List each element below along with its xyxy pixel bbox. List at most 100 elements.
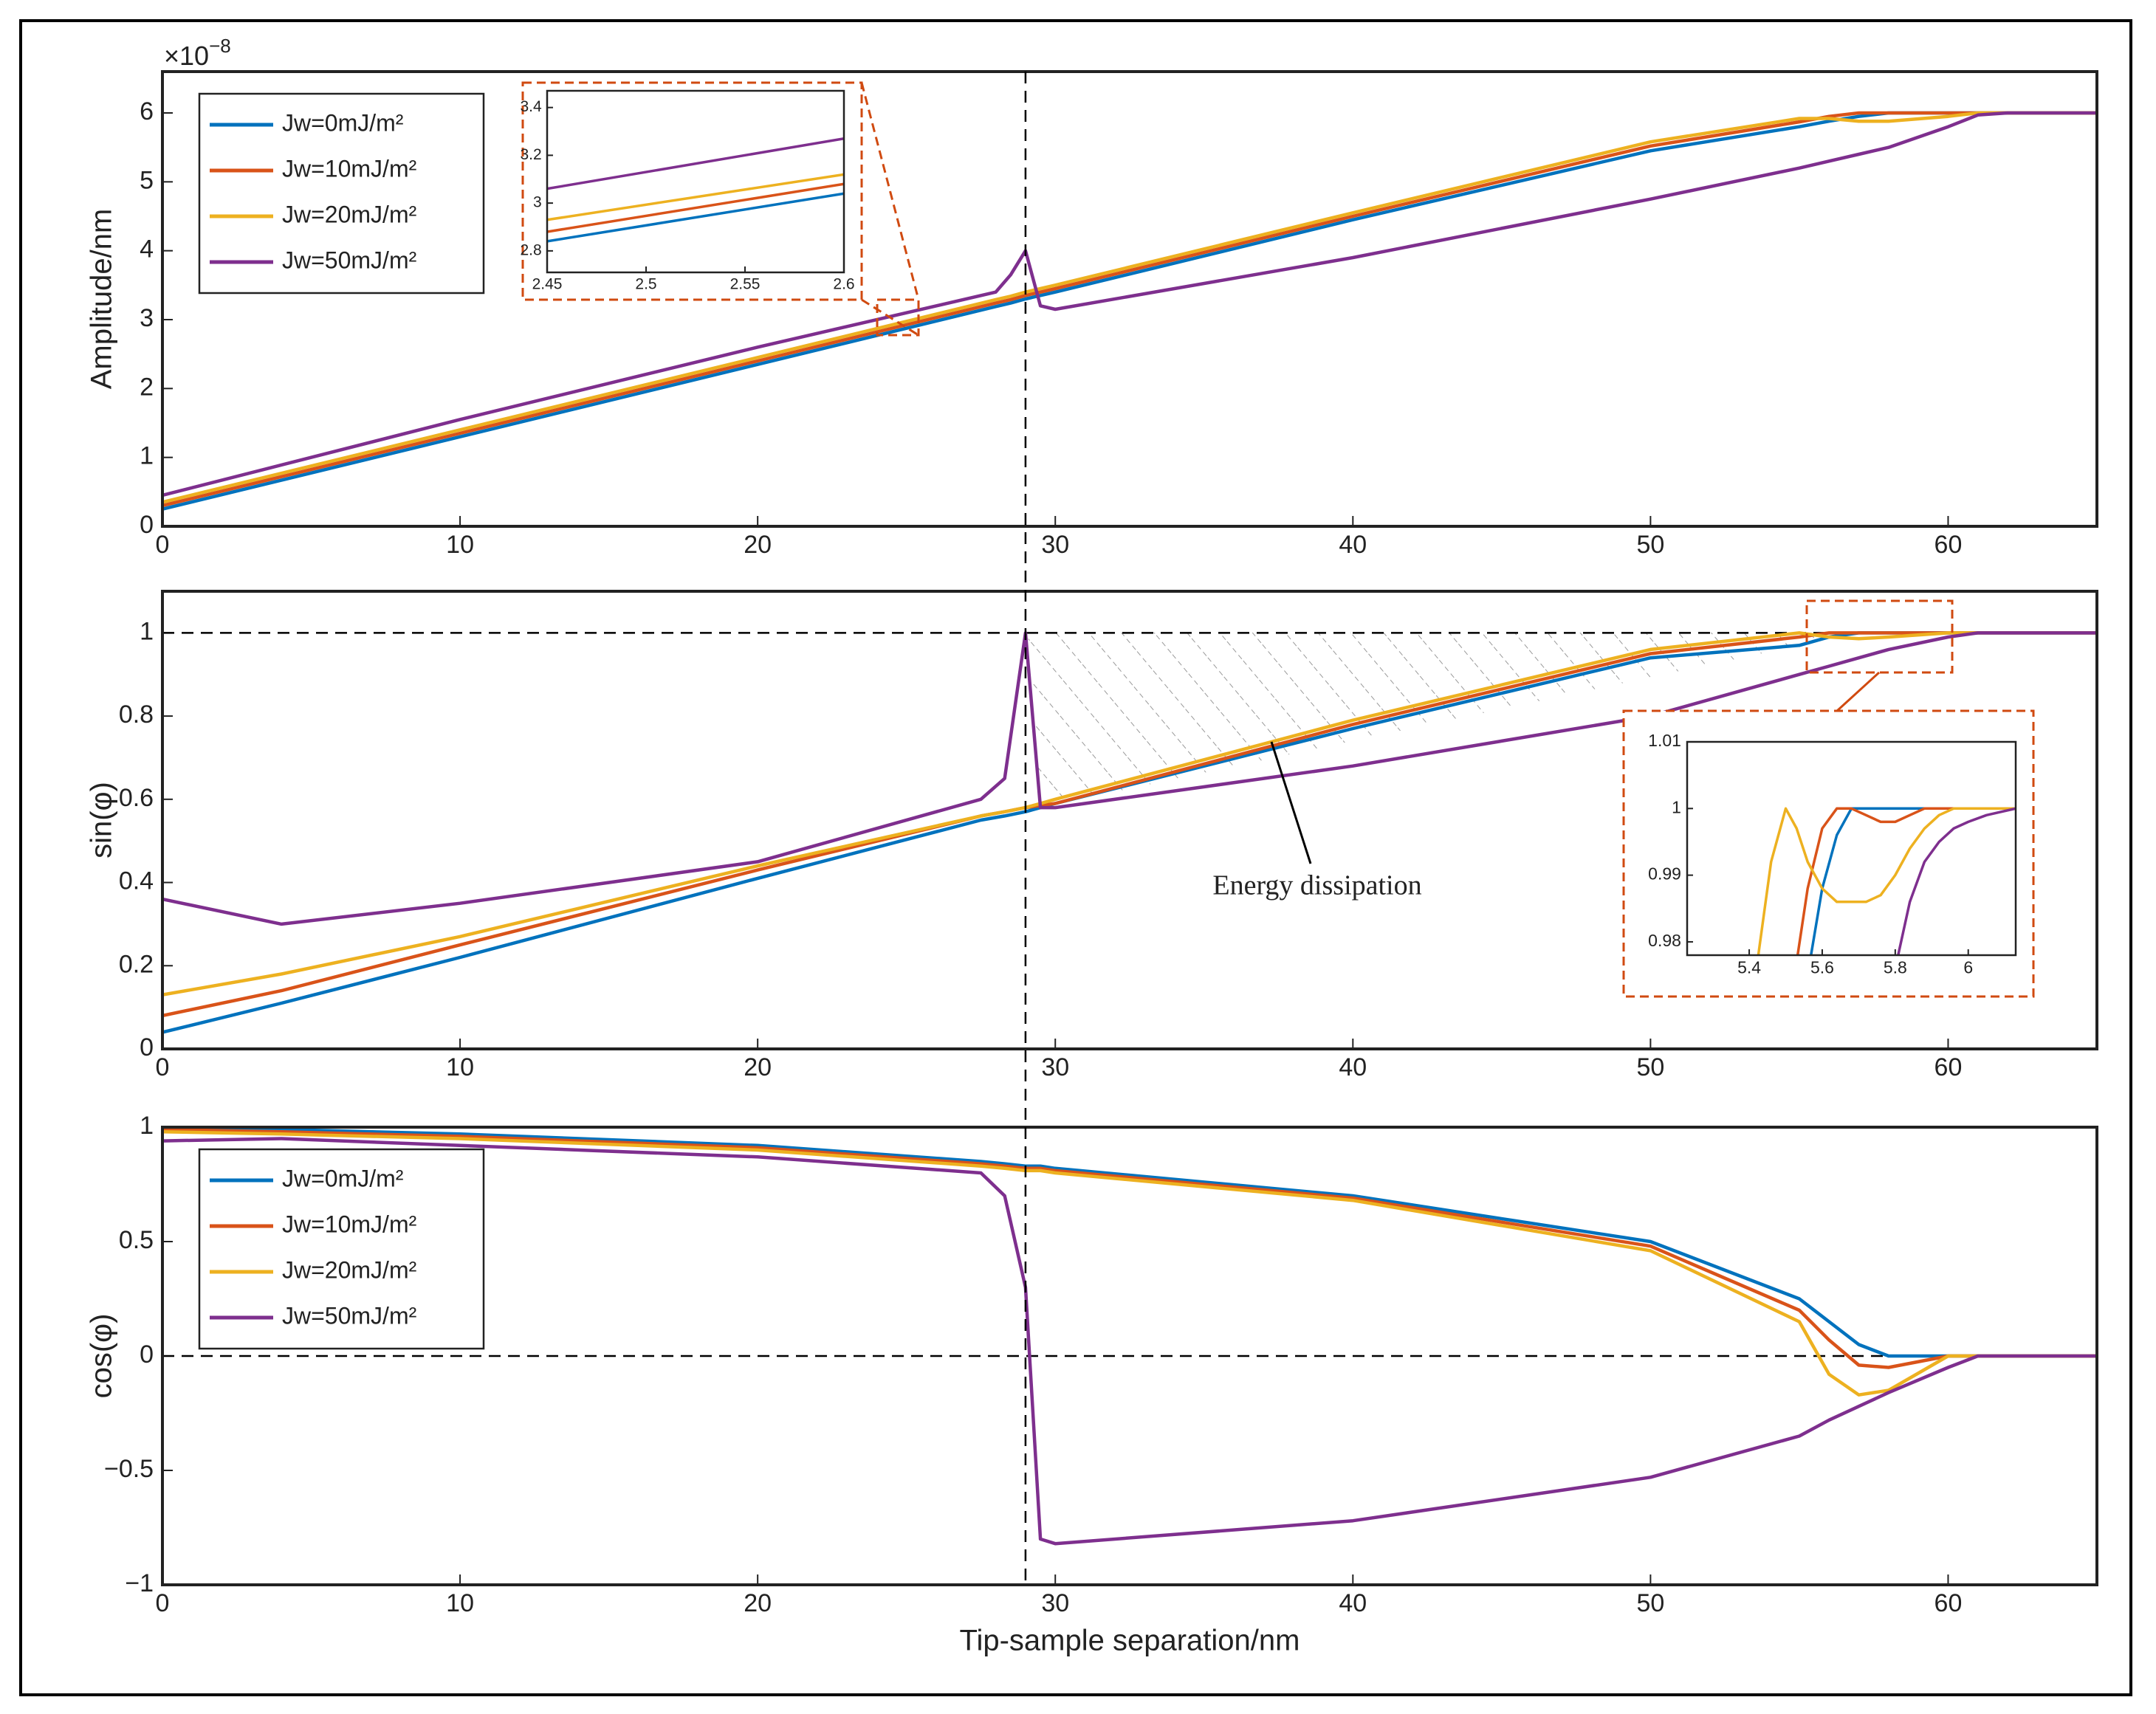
x-tick-label: 10 (446, 1589, 474, 1617)
y-tick-label: 3 (533, 194, 542, 211)
zoom-connector (1836, 671, 1881, 712)
x-tick-label: 30 (1041, 1053, 1069, 1081)
y-tick-label: 0.4 (119, 867, 154, 895)
x-tick-label: 0 (156, 1589, 170, 1617)
series-line (162, 1127, 2097, 1358)
x-tick-label: 30 (1041, 1589, 1069, 1617)
series-line (162, 1137, 2097, 1546)
outer-frame (19, 19, 2132, 1696)
plot-frame (161, 590, 2098, 1050)
annotation: Energy dissipation (1212, 870, 1421, 901)
series-line (162, 1127, 2097, 1369)
x-tick-label: 60 (1934, 1053, 1963, 1081)
series-line (1896, 807, 2016, 955)
plot-frame (161, 1126, 2098, 1586)
series-line (547, 192, 844, 243)
annotation-arrow (1270, 741, 1312, 864)
legend-label: Jw=10mJ/m² (282, 1211, 417, 1237)
y-tick-label: 0.2 (119, 950, 154, 978)
x-tick-label: 10 (446, 531, 474, 559)
x-tick-label: 20 (744, 1053, 772, 1081)
y-tick-label: 5 (140, 166, 154, 194)
plot-frame (1686, 740, 2017, 957)
y-tick-label: 0 (140, 511, 154, 539)
y-tick-label: 3.4 (520, 98, 542, 115)
x-tick-label: 50 (1636, 1589, 1664, 1617)
y-tick-label: 0.98 (1648, 931, 1681, 950)
series-line (547, 137, 844, 190)
multiplier-base: ×10 (164, 41, 209, 71)
y-tick-label: 0 (140, 1033, 154, 1061)
y-tick-label: 1 (140, 617, 154, 645)
y-tick-label: −0.5 (104, 1455, 154, 1483)
x-tick-label: 5.6 (1810, 957, 1834, 977)
y-tick-label: 0.8 (119, 701, 154, 729)
plot-background (1687, 742, 2016, 955)
x-tick-label: 40 (1339, 531, 1367, 559)
y-tick-label: 0.5 (119, 1226, 154, 1254)
y-tick-label: 2 (140, 373, 154, 401)
series-line (162, 631, 2097, 997)
y-axis-label: sin(φ) (86, 782, 118, 858)
zoom-box (876, 298, 920, 337)
zoom-connector (861, 298, 919, 337)
series-line (162, 631, 2097, 926)
x-axis-label: Tip-sample separation/nm (960, 1625, 1300, 1657)
y-tick-label: 3 (140, 304, 154, 332)
main-panels: 0 10 20 30 40 50 600123456Amplitude/nmJw=0mJ/m… (86, 70, 2098, 1657)
plot-frame (161, 70, 2098, 528)
y-tick-label: 1 (1672, 797, 1681, 816)
legend-label: Jw=20mJ/m² (282, 201, 417, 227)
y-tick-label: 0.6 (119, 784, 154, 812)
x-tick-label: 2.5 (635, 275, 656, 292)
zoom-connector (860, 82, 920, 300)
x-tick-label: 40 (1339, 1589, 1367, 1617)
x-tick-label: 0 (156, 1053, 170, 1081)
y-tick-label: 1 (140, 1112, 154, 1140)
legend-label: Jw=50mJ/m² (282, 247, 417, 273)
x-tick-label: 2.6 (833, 275, 854, 292)
y-tick-label: 1 (140, 442, 154, 470)
inset-panels: 2.45 2.5 2.55 2.6 2.8 3 3.2 3.4 5.4 5.6 5.8 6 0.98 0.… (520, 89, 2017, 977)
y-tick-label: 3.2 (520, 146, 541, 163)
y-tick-label: 2.8 (520, 241, 541, 258)
series-line (162, 111, 2097, 508)
y-tick-label: −1 (125, 1569, 154, 1597)
hatched-region (1028, 633, 1859, 808)
series-line (162, 631, 2097, 1018)
x-tick-label: 6 (1963, 957, 1973, 977)
legend-box (198, 1148, 485, 1350)
x-tick-label: 60 (1934, 531, 1963, 559)
series-line (162, 111, 2097, 504)
x-tick-label: 50 (1636, 531, 1664, 559)
x-tick-label: 30 (1041, 531, 1069, 559)
multiplier-exponent: −8 (209, 35, 231, 57)
series-line (1757, 807, 2016, 955)
x-tick-label: 40 (1339, 1053, 1367, 1081)
y-tick-label: 0.99 (1648, 864, 1681, 884)
series-line (547, 182, 844, 233)
x-tick-label: 0 (156, 531, 170, 559)
zoom-box (1805, 599, 1954, 674)
x-tick-label: 10 (446, 1053, 474, 1081)
y-tick-label: 4 (140, 235, 154, 264)
legend-label: Jw=50mJ/m² (282, 1302, 417, 1329)
plot-frame (546, 89, 845, 274)
legend-box (198, 92, 485, 295)
series-line (162, 1129, 2097, 1397)
x-tick-label: 2.45 (532, 275, 563, 292)
series-line (547, 173, 844, 221)
x-tick-label: 60 (1934, 1589, 1963, 1617)
legend-label: Jw=0mJ/m² (282, 1165, 404, 1191)
x-tick-label: 5.8 (1884, 957, 1907, 977)
x-tick-label: 20 (744, 531, 772, 559)
y-tick-label: 1.01 (1648, 731, 1681, 750)
legend-label: Jw=10mJ/m² (282, 155, 417, 182)
y-axis-label: Amplitude/nm (86, 209, 118, 390)
legend-label: Jw=0mJ/m² (282, 109, 404, 136)
x-tick-label: 20 (744, 1589, 772, 1617)
y-tick-label: 6 (140, 97, 154, 125)
series-line (162, 111, 2097, 498)
